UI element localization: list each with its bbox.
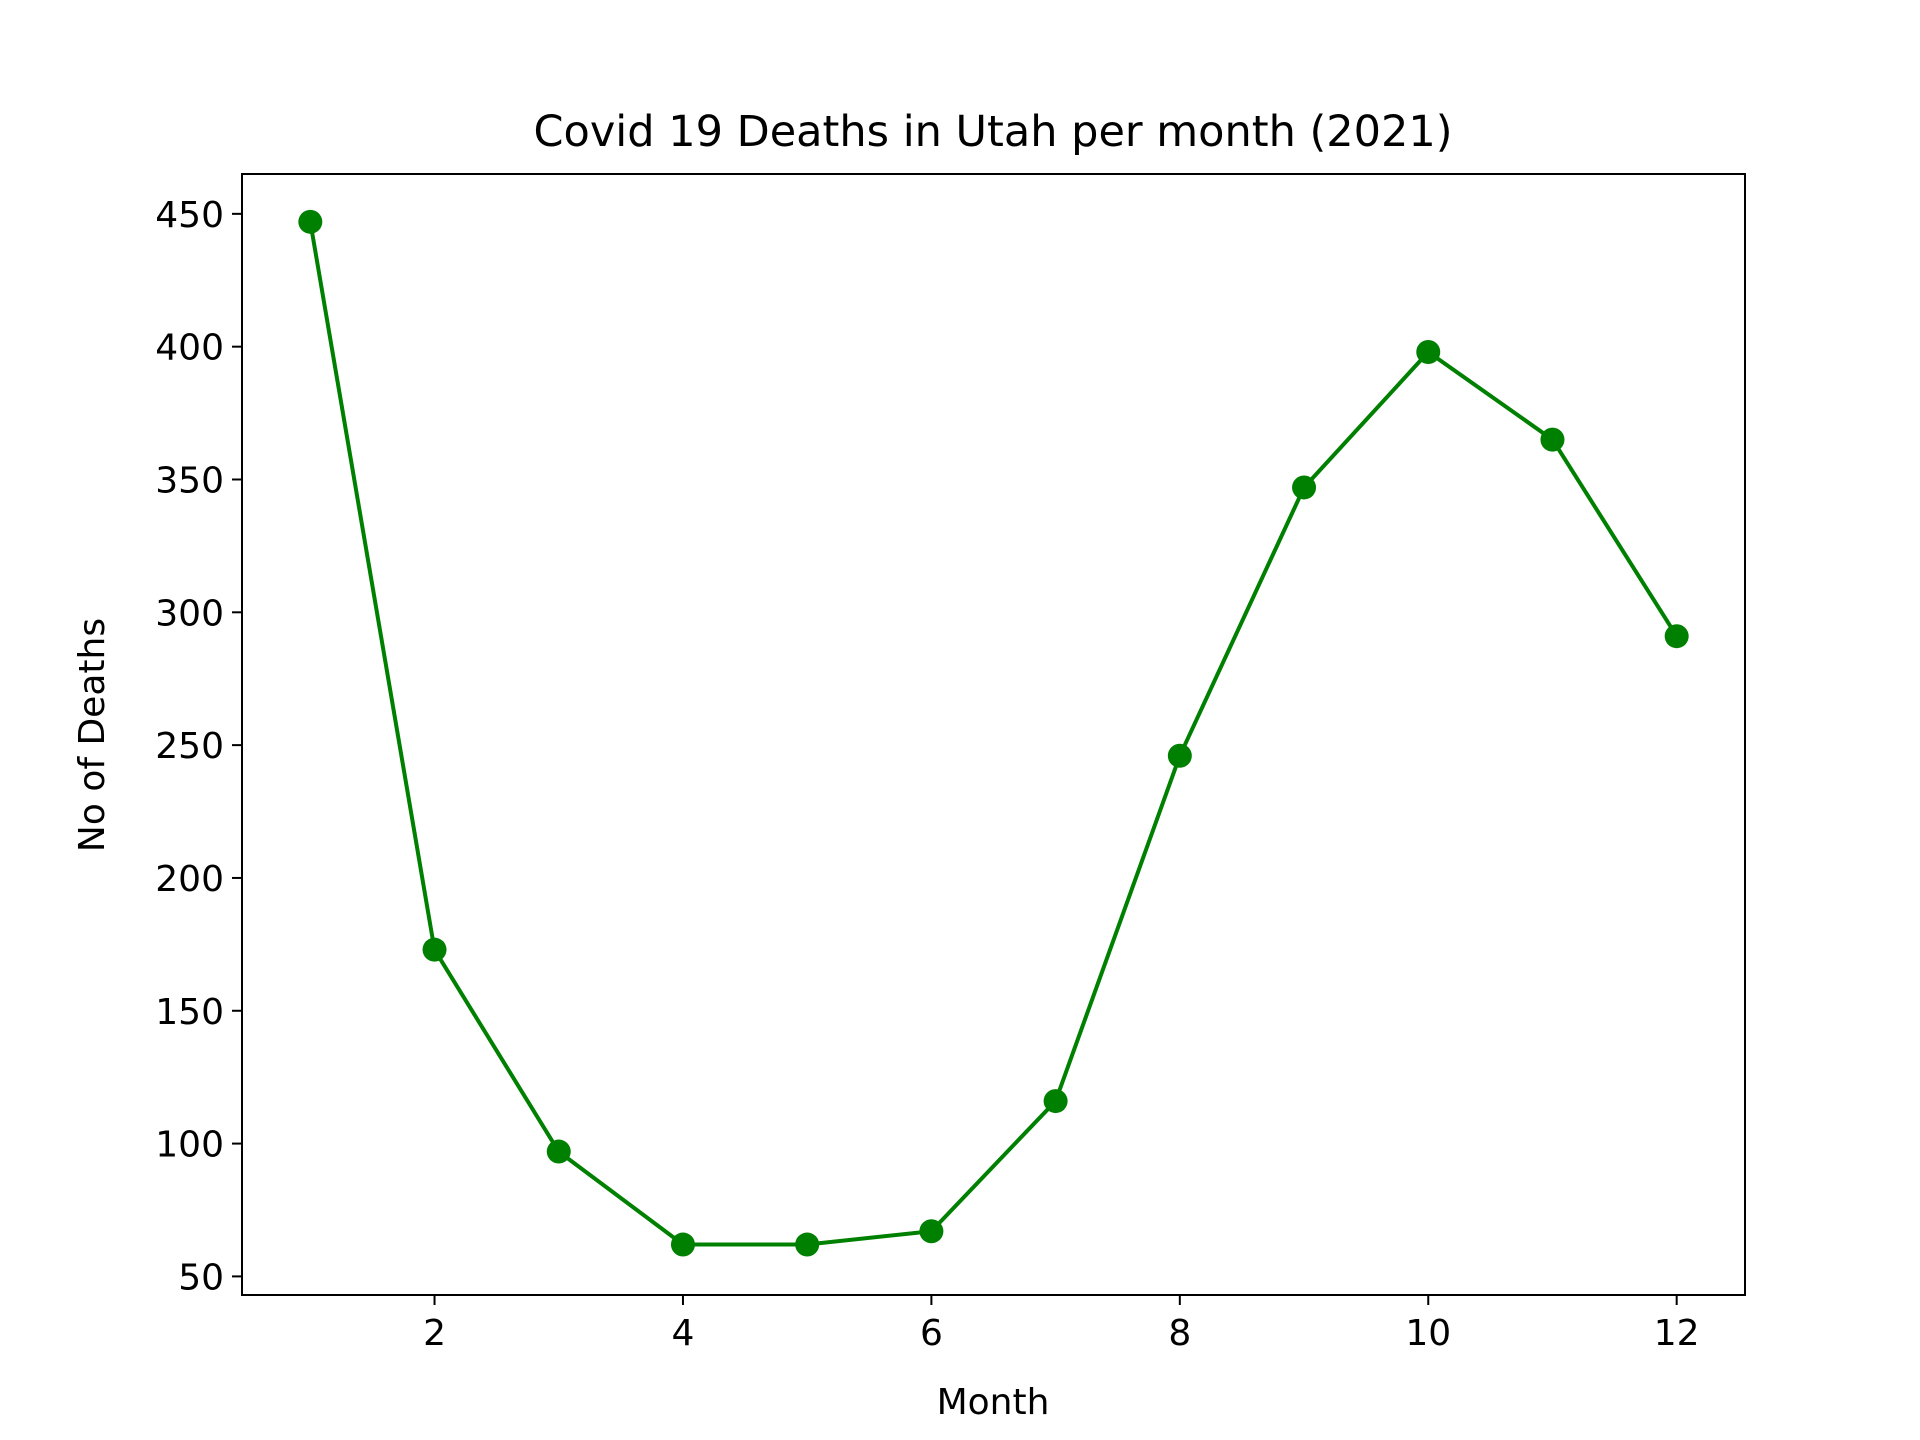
y-tick-label: 450	[155, 195, 224, 236]
data-point	[795, 1232, 820, 1257]
y-tick-label: 100	[155, 1125, 224, 1166]
data-point	[1292, 475, 1317, 500]
y-tick-label: 200	[155, 859, 224, 900]
data-point	[546, 1139, 571, 1164]
x-tick-label: 8	[1168, 1313, 1191, 1354]
series-layer	[298, 209, 1689, 1257]
x-tick-label: 6	[920, 1313, 943, 1354]
data-point	[670, 1232, 695, 1257]
data-point	[422, 937, 447, 962]
data-point	[298, 209, 323, 234]
y-tick-label: 350	[155, 460, 224, 501]
x-tick-label: 10	[1405, 1313, 1451, 1354]
x-axis-label: Month	[937, 1382, 1050, 1423]
y-tick-label: 300	[155, 593, 224, 634]
data-point	[1664, 624, 1689, 649]
y-tick-label: 150	[155, 992, 224, 1033]
data-point	[1540, 427, 1565, 452]
chart-title: Covid 19 Deaths in Utah per month (2021)	[534, 107, 1453, 157]
y-tick-label: 50	[178, 1257, 224, 1298]
series-line	[308, 221, 1679, 1247]
y-axis: 50 100 150 200 250 300 350 400 450	[155, 195, 242, 1298]
x-tick-label: 12	[1654, 1313, 1700, 1354]
x-axis: 2 4 6 8 10 12	[423, 1295, 1700, 1354]
data-point	[1167, 743, 1192, 768]
data-point	[1416, 339, 1441, 364]
plot-frame	[241, 173, 1746, 1296]
x-tick-label: 4	[672, 1313, 695, 1354]
y-tick-label: 400	[155, 328, 224, 369]
data-point	[919, 1219, 944, 1244]
plot-area	[241, 173, 1746, 1296]
x-tick-label: 2	[423, 1313, 446, 1354]
y-tick-label: 250	[155, 726, 224, 767]
y-axis-label: No of Deaths	[72, 618, 113, 852]
data-point	[1043, 1089, 1068, 1114]
